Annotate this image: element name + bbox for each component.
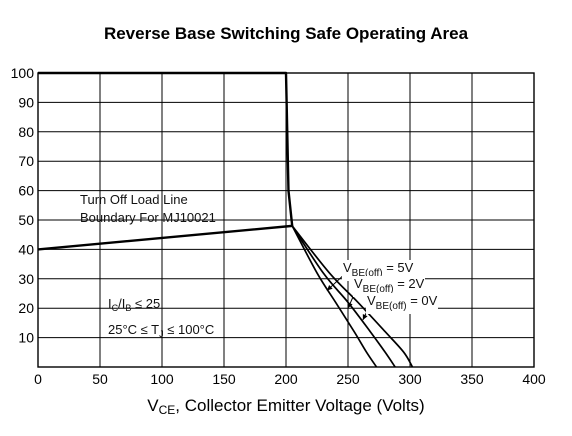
series-label-0v-subscript: BE(off) — [375, 301, 407, 312]
chart-title: Reverse Base Switching Safe Operating Ar… — [103, 24, 469, 43]
x-tick-label-200: 200 — [274, 371, 298, 387]
y-tick-label-80: 80 — [18, 124, 34, 140]
cond-ib-symbol: /I — [118, 296, 126, 311]
y-tick-label-20: 20 — [18, 300, 34, 316]
curve-vbe-2v — [291, 225, 396, 368]
y-tick-label-40: 40 — [18, 241, 34, 257]
x-tick-label-300: 300 — [398, 371, 422, 387]
boundary-label-line-2: Boundary For MJ10021 — [80, 210, 216, 225]
series-label-5v: VBE(off) = 5V — [342, 260, 415, 281]
leader-0v-arrowhead — [362, 313, 368, 320]
plot-frame — [37, 72, 535, 368]
cond-ib-subscript: B — [125, 303, 132, 313]
x-tick-label-250: 250 — [336, 371, 360, 387]
series-label-5v-symbol: V — [343, 260, 352, 275]
series-label-2v-subscript: BE(off) — [362, 284, 394, 295]
axis-ticks: 0 50 100 150 200 250 300 350 400 10 20 30 40 50 60 70 80… — [11, 65, 546, 387]
boundary-label-line-1: Turn Off Load Line — [80, 192, 188, 207]
x-tick-label-50: 50 — [92, 371, 108, 387]
leader-2v-arrowhead — [347, 302, 353, 309]
cond-temp-subscript: J — [159, 329, 164, 339]
x-axis-label-text: , Collector Emitter Voltage (Volts) — [175, 396, 425, 415]
curve-vbe-5v — [291, 225, 378, 368]
series-label-2v-value: = 2V — [393, 276, 425, 291]
cond-ic-symbol: I — [108, 296, 112, 311]
x-tick-label-100: 100 — [150, 371, 174, 387]
cond-temp-suffix: ≤ 100°C — [163, 322, 215, 337]
series-label-5v-value: = 5V — [382, 260, 414, 275]
y-tick-label-10: 10 — [18, 330, 34, 346]
y-tick-label-70: 70 — [18, 153, 34, 169]
x-tick-label-400: 400 — [522, 371, 546, 387]
boundary-label: Turn Off Load Line Boundary For MJ10021 — [80, 192, 216, 225]
series-label-2v-symbol: V — [354, 276, 363, 291]
series-label-0v-value: = 0V — [406, 293, 438, 308]
condition-ic-ib: IC/IB ≤ 25 — [108, 296, 160, 316]
condition-temperature: 25°C ≤ TJ ≤ 100°C — [108, 322, 214, 342]
series-label-0v: VBE(off) = 0V — [366, 293, 439, 314]
y-tick-label-90: 90 — [18, 94, 34, 110]
x-tick-label-350: 350 — [460, 371, 484, 387]
cond-temp-prefix: 25°C ≤ T — [108, 322, 160, 337]
y-tick-label-100: 100 — [11, 65, 35, 81]
series-label-0v-symbol: V — [367, 293, 376, 308]
x-tick-label-150: 150 — [212, 371, 236, 387]
grid — [38, 73, 534, 367]
curve-vbe-0v — [291, 225, 414, 368]
cond-ratio-limit: ≤ 25 — [131, 296, 161, 311]
leader-5v-arrowhead — [326, 284, 333, 291]
x-axis-label-symbol: V — [147, 396, 159, 415]
y-tick-label-30: 30 — [18, 271, 34, 287]
series-label-2v: VBE(off) = 2V — [353, 276, 426, 297]
y-tick-label-60: 60 — [18, 183, 34, 199]
series-label-5v-subscript: BE(off) — [351, 268, 383, 279]
curves — [291, 225, 414, 368]
x-axis-label-subscript: CE — [158, 403, 176, 417]
cond-ic-subscript: C — [111, 303, 119, 313]
x-axis-label: VCE, Collector Emitter Voltage (Volts) — [0, 396, 572, 417]
y-tick-label-50: 50 — [18, 212, 34, 228]
x-tick-label-0: 0 — [34, 371, 42, 387]
